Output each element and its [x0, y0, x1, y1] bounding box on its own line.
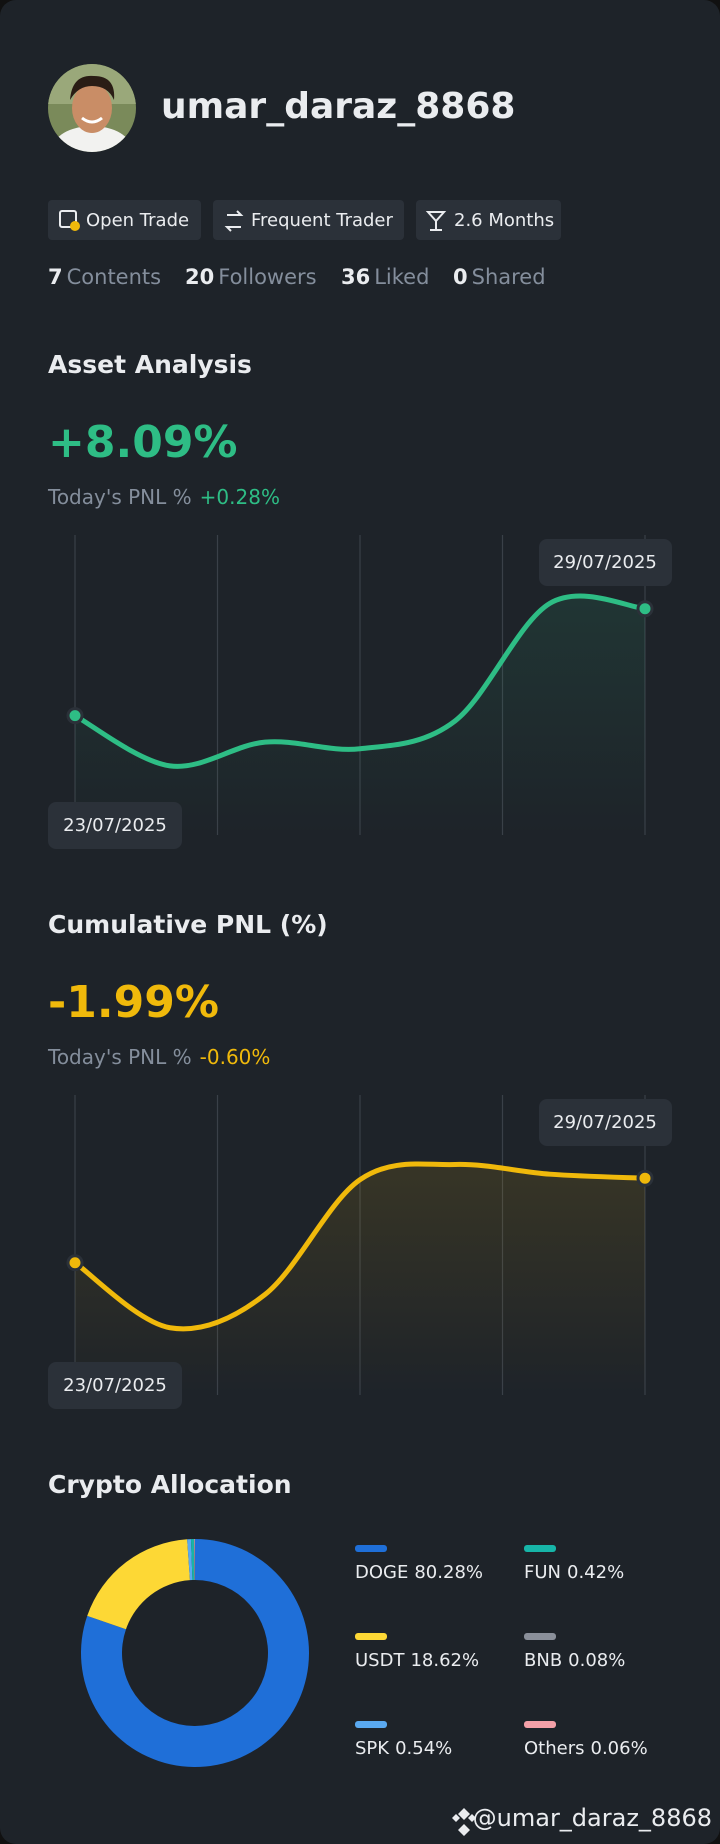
legend-swatch [524, 1545, 556, 1552]
badge-label: Open Trade [86, 210, 189, 231]
headline: -1.99% [48, 977, 219, 1028]
pnl-label: Today's PNL % [47, 1045, 192, 1069]
date-label: 29/07/2025 [553, 1112, 657, 1133]
end-point [636, 1169, 654, 1187]
line [72, 593, 648, 769]
legend-name: USDT [355, 1650, 405, 1671]
badge-label: Frequent Trader [251, 210, 393, 231]
legend-value: 0.08% [568, 1650, 625, 1671]
username: umar_daraz_8868 [161, 86, 515, 127]
badge[interactable]: Open Trade [48, 200, 201, 240]
section-title: Cumulative PNL (%) [48, 910, 328, 939]
legend-value: 80.28% [414, 1562, 483, 1583]
date-label: 29/07/2025 [553, 552, 657, 573]
legend-swatch [355, 1633, 387, 1640]
headline: +8.09% [48, 417, 238, 468]
donut-slice [193, 1539, 195, 1581]
section-title: Asset Analysis [48, 350, 252, 379]
legend-label: Others 0.06% [524, 1738, 648, 1759]
end-point [66, 707, 84, 725]
avatar[interactable] [48, 64, 136, 174]
date-label: 23/07/2025 [63, 815, 167, 836]
badge[interactable]: Frequent Trader [213, 200, 404, 240]
stat-count: 0 [453, 265, 468, 289]
pnl-label: Today's PNL % [47, 485, 192, 509]
legend-swatch [355, 1721, 387, 1728]
stat-label: Contents [67, 265, 161, 289]
stat-label: Followers [218, 265, 316, 289]
stat-count: 36 [341, 265, 370, 289]
legend-name: Others [524, 1738, 585, 1759]
stat[interactable]: 0 Shared [453, 265, 546, 289]
badge[interactable]: 2.6 Months [416, 200, 561, 240]
donut-slice [87, 1539, 190, 1630]
legend-label: FUN 0.42% [524, 1562, 624, 1583]
legend-name: BNB [524, 1650, 562, 1671]
pnl-value: -0.60% [200, 1045, 271, 1069]
stat-label: Shared [472, 265, 546, 289]
legend-name: FUN [524, 1562, 561, 1583]
stat[interactable]: 7 Contents [48, 265, 161, 289]
donut-slice [81, 1539, 310, 1768]
pnl: Today's PNL % +0.28% [47, 485, 280, 509]
area [75, 596, 645, 835]
date-badge [48, 1362, 182, 1409]
stat[interactable]: 20 Followers [185, 265, 317, 289]
badge-label: 2.6 Months [454, 210, 554, 231]
pnl: Today's PNL % -0.60% [47, 1045, 270, 1069]
legend-swatch [524, 1633, 556, 1640]
legend-label: SPK 0.54% [355, 1738, 452, 1759]
legend-label: USDT 18.62% [355, 1650, 479, 1671]
legend-swatch [355, 1545, 387, 1552]
end-point [636, 600, 654, 618]
legend-value: 0.06% [591, 1738, 648, 1759]
watermark-text: @umar_daraz_8868 [473, 1804, 712, 1832]
donut-slice [187, 1539, 193, 1581]
line [72, 1161, 648, 1332]
date-badge [48, 802, 182, 849]
end-point [66, 1254, 84, 1272]
legend-swatch [524, 1721, 556, 1728]
date-badge [539, 1099, 672, 1146]
section-title: Crypto Allocation [48, 1470, 292, 1499]
legend-label: BNB 0.08% [524, 1650, 625, 1671]
area [75, 1164, 645, 1395]
watermark: @umar_daraz_8868 [452, 1804, 712, 1836]
legend-label: DOGE 80.28% [355, 1562, 483, 1583]
legend-value: 0.42% [567, 1562, 624, 1583]
stat-count: 7 [48, 265, 63, 289]
stat-label: Liked [374, 265, 429, 289]
legend-value: 18.62% [410, 1650, 479, 1671]
legend-value: 0.54% [395, 1738, 452, 1759]
stat-count: 20 [185, 265, 214, 289]
legend-name: SPK [355, 1738, 390, 1759]
date-badge [539, 539, 672, 586]
legend-name: DOGE [355, 1562, 408, 1583]
pnl-value: +0.28% [200, 485, 280, 509]
date-label: 23/07/2025 [63, 1375, 167, 1396]
donut-slice [190, 1539, 195, 1581]
stat[interactable]: 36 Liked [341, 265, 429, 289]
